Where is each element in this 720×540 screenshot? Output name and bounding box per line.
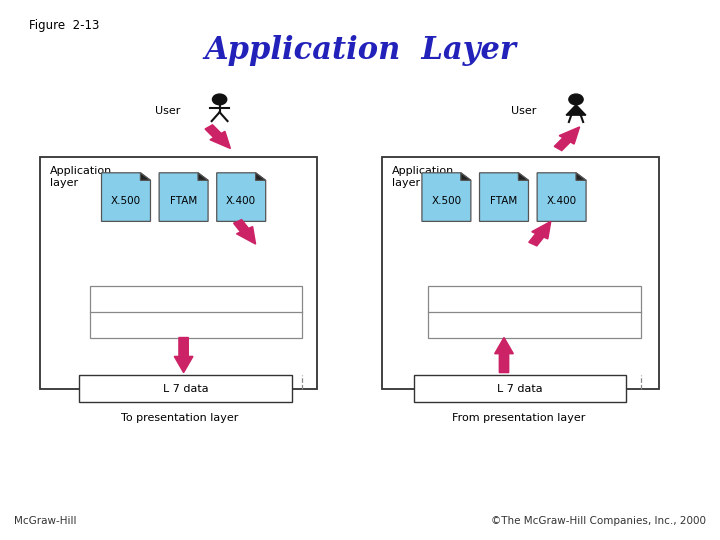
FancyArrow shape (174, 338, 193, 373)
Polygon shape (102, 173, 150, 221)
Polygon shape (217, 173, 266, 221)
Bar (428, 286, 641, 338)
FancyArrow shape (528, 221, 551, 246)
Bar (40, 157, 317, 389)
FancyArrow shape (495, 338, 513, 373)
Text: User: User (511, 106, 536, 116)
Polygon shape (140, 173, 150, 180)
Polygon shape (576, 173, 586, 180)
Polygon shape (422, 173, 471, 221)
Polygon shape (518, 173, 528, 180)
Circle shape (212, 94, 227, 105)
Text: X.400: X.400 (546, 197, 577, 206)
Text: FTAM: FTAM (490, 197, 518, 206)
Text: Application
layer: Application layer (50, 166, 112, 188)
Polygon shape (461, 173, 471, 180)
FancyArrow shape (233, 220, 256, 244)
Polygon shape (566, 105, 586, 115)
Text: User: User (155, 106, 180, 116)
Text: Application  Layer: Application Layer (204, 35, 516, 66)
Text: L 7 data: L 7 data (498, 384, 543, 394)
Text: ©The McGraw-Hill Companies, Inc., 2000: ©The McGraw-Hill Companies, Inc., 2000 (490, 516, 706, 526)
Polygon shape (537, 173, 586, 221)
Text: To presentation layer: To presentation layer (121, 413, 239, 423)
Text: L 7 data: L 7 data (163, 384, 208, 394)
Text: From presentation layer: From presentation layer (451, 413, 585, 423)
Text: FTAM: FTAM (170, 197, 197, 206)
Bar (79, 375, 292, 402)
Circle shape (569, 94, 583, 105)
FancyArrow shape (554, 127, 580, 151)
Polygon shape (159, 173, 208, 221)
Text: X.500: X.500 (111, 197, 141, 206)
Text: X.500: X.500 (431, 197, 462, 206)
Text: McGraw-Hill: McGraw-Hill (14, 516, 77, 526)
Text: Application
layer: Application layer (392, 166, 454, 188)
Polygon shape (198, 173, 208, 180)
Text: Figure  2-13: Figure 2-13 (29, 19, 99, 32)
FancyArrow shape (205, 125, 230, 148)
Text: X.400: X.400 (226, 197, 256, 206)
Bar (382, 157, 659, 389)
Bar (90, 286, 302, 338)
Polygon shape (256, 173, 266, 180)
Polygon shape (480, 173, 528, 221)
Bar (414, 375, 626, 402)
